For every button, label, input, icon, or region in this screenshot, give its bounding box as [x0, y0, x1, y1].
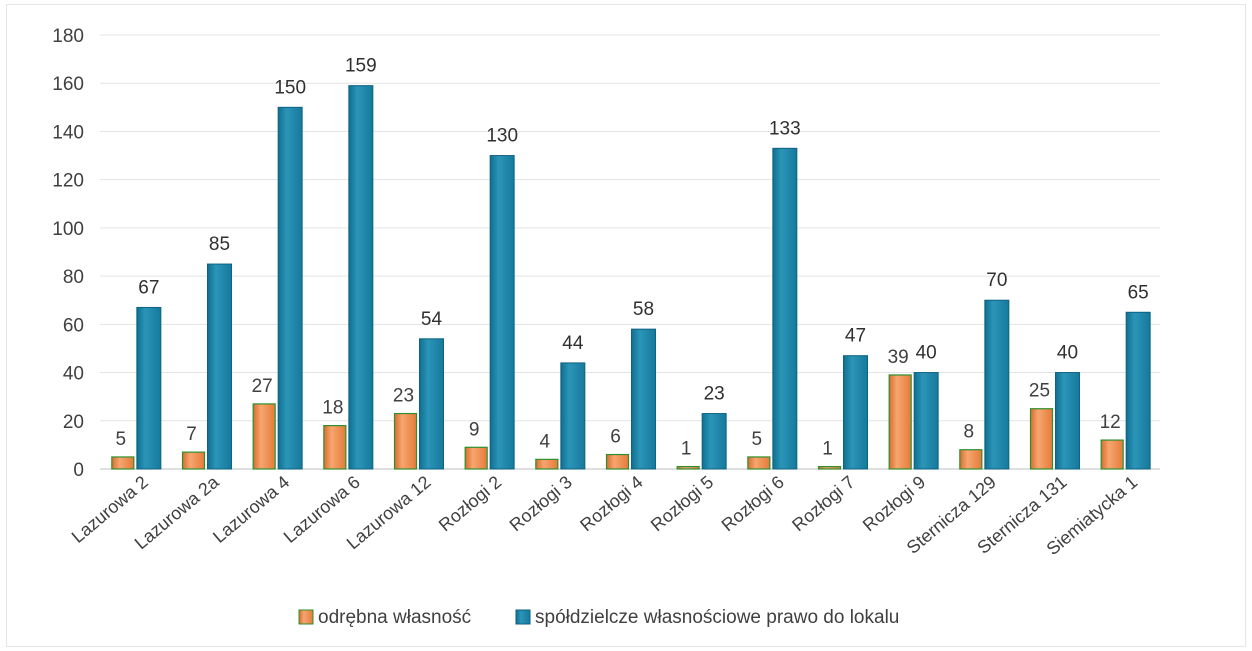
bar-odrebna-wlasnosc: [1029, 408, 1054, 470]
data-label-odrebna-wlasnosc: 12: [1100, 412, 1121, 433]
bar-odrebna-wlasnosc: [181, 451, 206, 470]
data-label-odrebna-wlasnosc: 7: [186, 424, 197, 445]
bar-spoldzielcze-prawo: [913, 372, 939, 470]
bar-odrebna-wlasnosc: [676, 465, 700, 470]
data-label-odrebna-wlasnosc: 9: [469, 419, 480, 440]
bar-spoldzielcze-prawo: [843, 355, 868, 470]
data-label-spoldzielcze-prawo: 67: [138, 277, 159, 298]
data-label-spoldzielcze-prawo: 58: [633, 299, 654, 320]
y-tick-label: 0: [73, 460, 84, 481]
bar-odrebna-wlasnosc: [393, 412, 418, 470]
data-label-odrebna-wlasnosc: 4: [540, 431, 551, 452]
bar-odrebna-wlasnosc: [464, 446, 488, 470]
data-label-spoldzielcze-prawo: 150: [274, 77, 306, 98]
bar-spoldzielcze-prawo: [772, 147, 798, 470]
legend-label-spoldzielcze-prawo: spółdzielcze własnościowe prawo do lokal…: [535, 607, 899, 628]
y-tick-label: 120: [52, 171, 84, 192]
chart-frame: [6, 4, 1246, 647]
bar-odrebna-wlasnosc: [888, 374, 912, 470]
bar-spoldzielcze-prawo: [489, 155, 515, 470]
y-tick-label: 140: [52, 122, 84, 143]
y-tick-label: 60: [63, 315, 84, 336]
bar-spoldzielcze-prawo: [277, 106, 303, 470]
data-label-spoldzielcze-prawo: 85: [209, 234, 230, 255]
y-tick-label: 160: [52, 74, 84, 95]
legend-swatch-odrebna-wlasnosc: [298, 609, 314, 625]
bars: [111, 85, 1151, 470]
data-label-spoldzielcze-prawo: 65: [1128, 282, 1149, 303]
data-label-spoldzielcze-prawo: 54: [421, 309, 443, 330]
data-label-spoldzielcze-prawo: 47: [845, 326, 866, 347]
data-label-odrebna-wlasnosc: 8: [964, 422, 975, 443]
y-tick-label: 40: [63, 364, 84, 385]
bar-spoldzielcze-prawo: [984, 299, 1010, 470]
bar-spoldzielcze-prawo: [1125, 311, 1151, 470]
bar-odrebna-wlasnosc: [323, 425, 347, 470]
data-label-odrebna-wlasnosc: 1: [681, 439, 692, 460]
y-tick-label: 20: [63, 412, 84, 433]
bar-odrebna-wlasnosc: [747, 456, 771, 470]
bar-odrebna-wlasnosc: [817, 465, 842, 470]
data-label-odrebna-wlasnosc: 5: [116, 429, 127, 450]
bar-spoldzielcze-prawo: [348, 85, 374, 470]
legend: odrębna własność spółdzielcze własnościow…: [298, 607, 899, 628]
data-label-odrebna-wlasnosc: 39: [888, 347, 909, 368]
data-label-odrebna-wlasnosc: 27: [252, 376, 273, 397]
bar-odrebna-wlasnosc: [252, 403, 276, 470]
bar-odrebna-wlasnosc: [1100, 439, 1124, 470]
gridlines: [100, 34, 1160, 470]
data-label-spoldzielcze-prawo: 70: [986, 270, 1007, 291]
data-label-odrebna-wlasnosc: 5: [752, 429, 763, 450]
x-tick-label: Rozłogi 5: [647, 472, 717, 536]
x-tick-label: Rozłogi 4: [576, 472, 646, 536]
bar-spoldzielcze-prawo: [207, 263, 232, 470]
data-label-spoldzielcze-prawo: 40: [1057, 343, 1078, 364]
x-tick-label: Lazurowa 4: [209, 472, 293, 547]
x-tick-label: Rozłogi 6: [718, 472, 788, 536]
data-labels: 5677852715018159235491304446581235133147…: [116, 56, 1149, 460]
data-label-spoldzielcze-prawo: 40: [916, 343, 937, 364]
data-label-odrebna-wlasnosc: 1: [822, 439, 833, 460]
y-tick-label: 180: [52, 26, 84, 47]
legend-swatch-spoldzielcze-prawo: [515, 609, 531, 625]
data-label-spoldzielcze-prawo: 130: [486, 126, 518, 147]
bar-spoldzielcze-prawo: [136, 306, 162, 470]
x-tick-label: Rozłogi 2: [435, 472, 505, 536]
data-label-spoldzielcze-prawo: 44: [562, 333, 584, 354]
bar-odrebna-wlasnosc: [535, 458, 559, 470]
y-axis-tick-labels: 0 20 40 60 80 100 120 140 160 180: [52, 26, 84, 481]
data-label-spoldzielcze-prawo: 23: [704, 384, 725, 405]
bar-spoldzielcze-prawo: [701, 413, 727, 470]
data-label-odrebna-wlasnosc: 23: [393, 386, 414, 407]
legend-label-odrebna-wlasnosc: odrębna własność: [318, 607, 471, 628]
bar-spoldzielcze-prawo: [1055, 372, 1080, 470]
bar-spoldzielcze-prawo: [419, 338, 444, 470]
data-label-spoldzielcze-prawo: 159: [345, 56, 377, 77]
x-tick-label: Rozłogi 3: [506, 472, 576, 536]
x-tick-label: Rozłogi 9: [859, 472, 929, 536]
y-tick-label: 100: [52, 219, 84, 240]
bar-spoldzielcze-prawo: [560, 362, 586, 470]
x-tick-label: Rozłogi 7: [788, 472, 858, 536]
data-label-odrebna-wlasnosc: 25: [1029, 381, 1050, 402]
y-tick-label: 80: [63, 267, 84, 288]
data-label-odrebna-wlasnosc: 6: [610, 427, 621, 448]
data-label-odrebna-wlasnosc: 18: [322, 398, 343, 419]
data-label-spoldzielcze-prawo: 133: [769, 118, 801, 139]
bar-spoldzielcze-prawo: [631, 328, 656, 470]
bar-odrebna-wlasnosc: [111, 456, 135, 470]
bar-odrebna-wlasnosc: [605, 453, 630, 470]
bar-odrebna-wlasnosc: [959, 449, 983, 470]
